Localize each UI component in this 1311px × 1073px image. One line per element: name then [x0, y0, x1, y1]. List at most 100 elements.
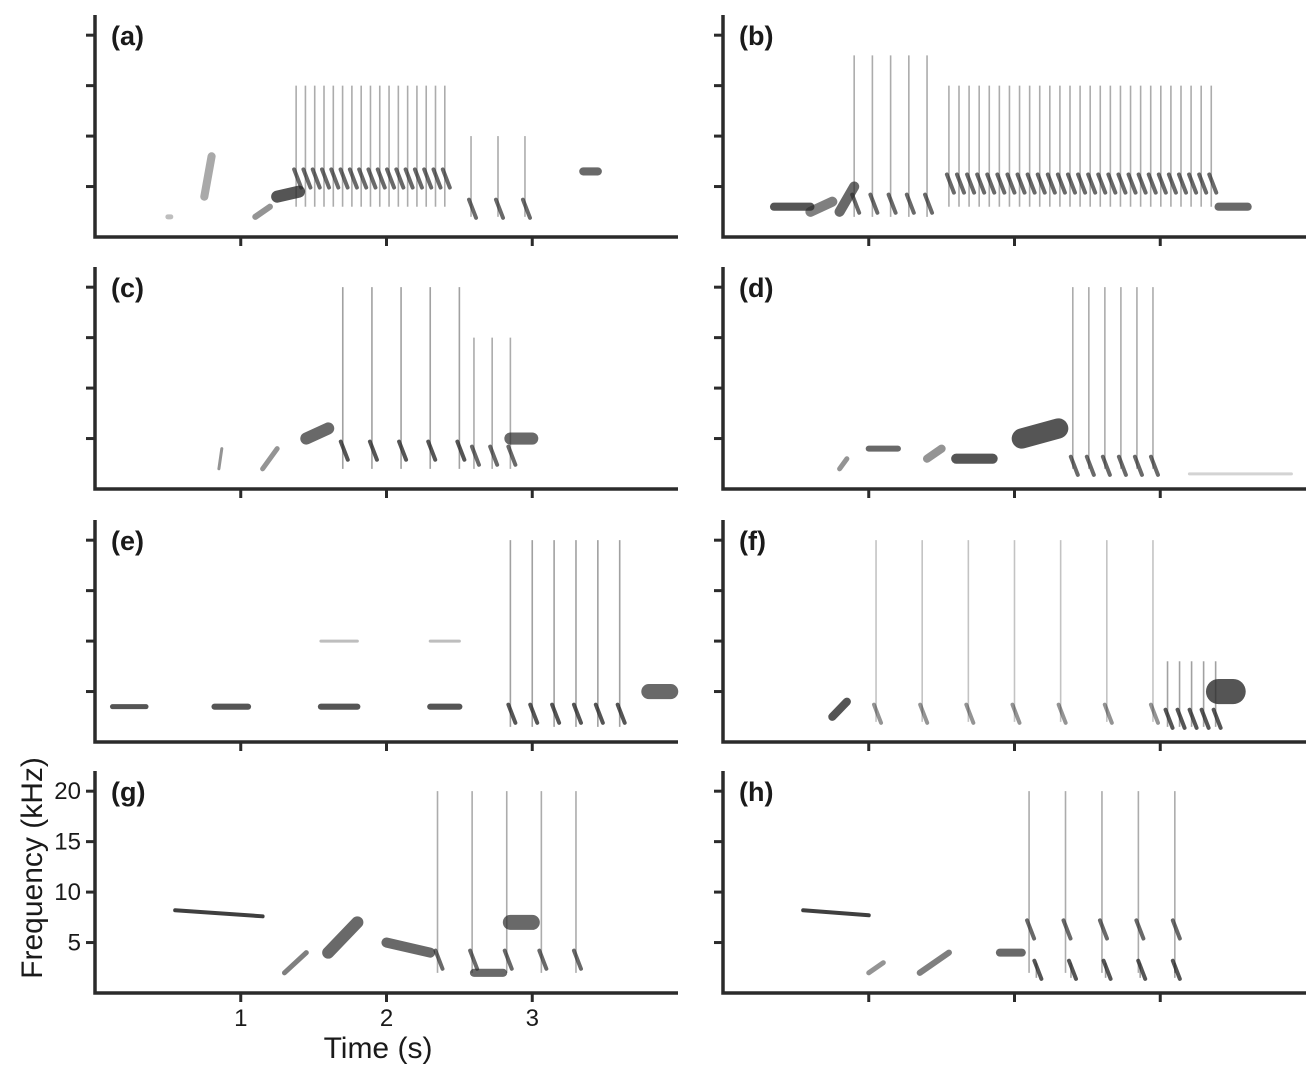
pulse-core — [1100, 454, 1112, 477]
pulse-core — [1097, 918, 1109, 941]
tonal-segment — [173, 908, 265, 919]
pulse-core — [467, 197, 479, 220]
pulse-core — [347, 167, 359, 190]
axes — [86, 15, 678, 246]
panel-a: (a) — [86, 15, 678, 246]
pulse-core — [1197, 172, 1209, 195]
pulse-core — [1148, 702, 1160, 725]
pulse-core — [965, 172, 977, 195]
pulse-core — [944, 172, 956, 195]
pulse-core — [431, 167, 443, 190]
panel-label: (h) — [739, 777, 773, 807]
tonal-segment — [834, 181, 860, 217]
pulse-core — [1211, 707, 1223, 730]
pulse-core — [1065, 172, 1077, 195]
pulse-core — [964, 702, 976, 725]
spectrogram-marks — [828, 540, 1246, 730]
pulse-core — [1146, 172, 1158, 195]
x-tick-label: 2 — [380, 1005, 393, 1032]
axes: 5 10 15 20 1 2 3 — [54, 771, 678, 1032]
pulse-core — [1086, 172, 1098, 195]
pulse-core — [1199, 707, 1211, 730]
pulse-core — [1045, 172, 1057, 195]
pulse-core — [469, 444, 481, 467]
pulse-core — [995, 172, 1007, 195]
pulse-core — [975, 172, 987, 195]
panel-label: (e) — [111, 526, 144, 556]
tonal-segment — [300, 422, 335, 445]
pulse-core — [338, 167, 350, 190]
pulse-core — [1156, 172, 1168, 195]
pulse-core — [320, 167, 332, 190]
pulse-core — [985, 172, 997, 195]
axis-frame — [721, 771, 1306, 995]
pulse-core — [1106, 172, 1118, 195]
pulse-core — [955, 172, 967, 195]
pulse-core — [394, 167, 406, 190]
axis-frame — [721, 520, 1306, 744]
tonal-segment — [801, 908, 871, 918]
pulse-core — [412, 167, 424, 190]
pulse-core — [1005, 172, 1017, 195]
pulse-core — [1032, 958, 1044, 981]
pulse-core — [1126, 172, 1138, 195]
pulse-core — [886, 192, 898, 215]
pulse-core — [1136, 958, 1148, 981]
tonal-segment — [805, 196, 838, 217]
pulse-core — [1056, 702, 1068, 725]
pulse-core — [506, 702, 518, 725]
pulse-core — [1187, 707, 1199, 730]
pulse-core — [1170, 958, 1182, 981]
pulse-core — [1187, 172, 1199, 195]
spectrogram-marks — [173, 791, 583, 977]
y-tick-label: 5 — [68, 930, 81, 957]
tonal-segment — [217, 447, 224, 471]
axis-frame — [93, 520, 678, 744]
panel-g: 5 10 15 20 1 2 3 (g) — [54, 771, 678, 1032]
pulse-core — [1163, 707, 1175, 730]
pulse-core — [397, 439, 409, 462]
pulse-core — [1170, 918, 1182, 941]
x-tick-label: 1 — [234, 1005, 247, 1032]
axis-frame — [721, 267, 1306, 491]
pulse-core — [520, 197, 532, 220]
tonal-segment — [381, 937, 436, 958]
panel-label: (a) — [111, 21, 144, 51]
panel-d: (d) — [714, 267, 1306, 498]
pulse-core — [468, 948, 480, 971]
pulse-core — [615, 702, 627, 725]
axes — [86, 520, 678, 751]
spectrogram-marks — [165, 85, 602, 220]
pulse-core — [868, 192, 880, 215]
y-axis-title: Frequency (kHz) — [16, 757, 49, 979]
pulse-core — [1010, 702, 1022, 725]
pulse-core — [1101, 958, 1113, 981]
pulse-core — [1055, 172, 1067, 195]
pulse-core — [923, 192, 935, 215]
pulse-core — [1068, 454, 1080, 477]
pulse-core — [1148, 454, 1160, 477]
tonal-segment — [828, 697, 851, 721]
pulse-core — [1116, 454, 1128, 477]
axes — [714, 15, 1306, 246]
pulse-core — [1176, 172, 1188, 195]
pulse-core — [1116, 172, 1128, 195]
tonal-segment — [252, 203, 273, 220]
axis-frame — [721, 15, 1306, 239]
y-tick-label: 10 — [54, 879, 81, 906]
tonal-segment — [281, 950, 309, 976]
pulse-core — [1136, 172, 1148, 195]
pulse-core — [455, 439, 467, 462]
pulse-core — [1025, 172, 1037, 195]
pulse-core — [338, 439, 350, 462]
pulse-core — [1061, 918, 1073, 941]
spectrogram-marks — [109, 540, 679, 727]
pulse-core — [1134, 918, 1146, 941]
panel-label: (d) — [739, 273, 773, 303]
pulse-core — [1207, 172, 1219, 195]
pulse-core — [1084, 454, 1096, 477]
spectrogram-marks — [217, 287, 539, 472]
pulse-core — [488, 444, 500, 467]
pulse-core — [310, 167, 322, 190]
pulse-core — [550, 702, 562, 725]
